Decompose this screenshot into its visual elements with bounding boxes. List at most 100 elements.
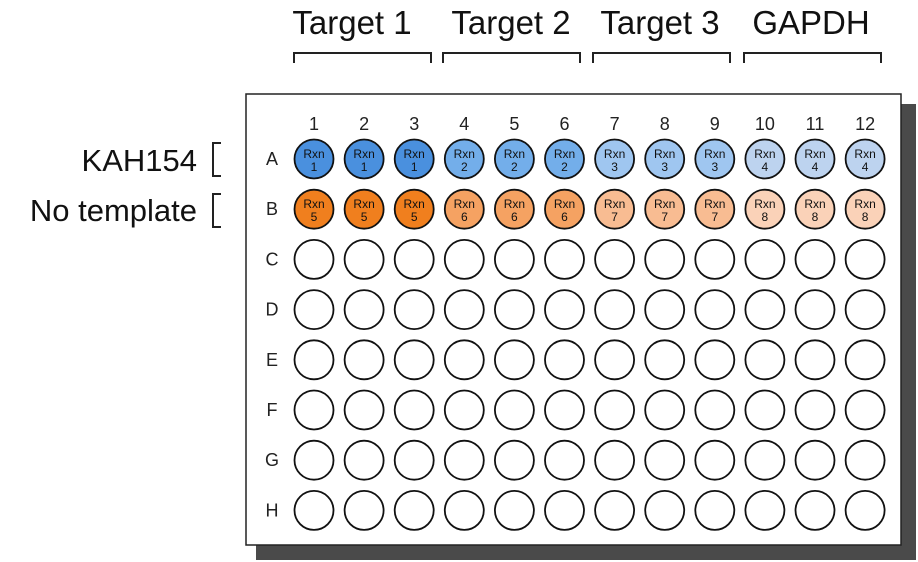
well-circle [343, 389, 385, 431]
well-rxn-label: Rxn [754, 147, 775, 161]
well-rxn-label: Rxn [504, 197, 525, 211]
column-label-1: 1 [309, 114, 319, 134]
well-D10 [744, 289, 786, 331]
well-D12 [844, 289, 886, 331]
well-rxn-label: Rxn [303, 147, 324, 161]
well-rxn-number: 1 [311, 160, 318, 174]
column-label-7: 7 [610, 114, 620, 134]
well-rxn-label: Rxn [654, 147, 675, 161]
well-circle [694, 188, 736, 230]
well-D9 [694, 289, 736, 331]
well-C3 [393, 238, 435, 280]
well-circle [844, 138, 886, 180]
well-rxn-label: Rxn [454, 147, 475, 161]
well-rxn-label: Rxn [604, 197, 625, 211]
target-bracket-4 [743, 52, 882, 63]
well-D6 [544, 289, 585, 331]
well-F5 [494, 389, 535, 431]
well-C5 [494, 238, 535, 280]
well-circle [343, 238, 385, 280]
well-rxn-label: Rxn [504, 147, 525, 161]
well-rxn-label: Rxn [353, 147, 374, 161]
well-H4 [443, 489, 485, 531]
well-E10 [744, 339, 786, 381]
well-G8 [644, 439, 686, 481]
well-D5 [494, 289, 535, 331]
column-label-10: 10 [755, 114, 775, 134]
well-rxn-label: Rxn [654, 197, 675, 211]
well-C11 [794, 238, 836, 280]
well-G5 [494, 439, 535, 481]
well-circle [794, 188, 836, 230]
well-circle [844, 489, 886, 531]
well-circle [694, 389, 736, 431]
well-circle [844, 389, 886, 431]
well-circle [343, 489, 385, 531]
well-E4 [443, 339, 485, 381]
well-rxn-label: Rxn [854, 197, 875, 211]
well-circle [694, 439, 736, 481]
well-H9 [694, 489, 736, 531]
well-H2 [343, 489, 385, 531]
row-label-C: C [266, 249, 279, 269]
well-circle [644, 188, 686, 230]
well-circle [694, 339, 736, 381]
well-circle [594, 389, 635, 431]
well-rxn-number: 7 [611, 210, 618, 224]
well-circle [343, 289, 385, 331]
column-label-8: 8 [660, 114, 670, 134]
well-circle [694, 489, 736, 531]
well-circle [744, 439, 786, 481]
well-E7 [594, 339, 635, 381]
well-E11 [794, 339, 836, 381]
well-G7 [594, 439, 635, 481]
well-C8 [644, 238, 686, 280]
well-rxn-number: 1 [361, 160, 368, 174]
well-rxn-label: Rxn [804, 147, 825, 161]
well-circle [844, 339, 886, 381]
row-label-H: H [266, 500, 279, 520]
row-label-A: A [266, 149, 278, 169]
column-label-9: 9 [710, 114, 720, 134]
well-E12 [844, 339, 886, 381]
well-circle [844, 289, 886, 331]
well-F12 [844, 389, 886, 431]
well-C10 [744, 238, 786, 280]
well-circle [293, 389, 335, 431]
well-rxn-number: 3 [661, 160, 668, 174]
sample-bracket-1 [212, 142, 221, 177]
well-circle [393, 238, 435, 280]
sample-label-kah154: KAH154 [82, 143, 197, 178]
well-circle [343, 188, 385, 230]
well-rxn-label: Rxn [604, 147, 625, 161]
target-bracket-2 [442, 52, 581, 63]
well-C9 [694, 238, 736, 280]
well-circle [293, 138, 335, 180]
well-E6 [544, 339, 585, 381]
well-D3 [393, 289, 435, 331]
well-rxn-label: Rxn [303, 197, 324, 211]
well-circle [744, 138, 786, 180]
well-rxn-number: 6 [511, 210, 518, 224]
well-circle [494, 439, 535, 481]
column-label-12: 12 [855, 114, 875, 134]
well-rxn-number: 4 [812, 160, 819, 174]
well-circle [443, 389, 485, 431]
well-H10 [744, 489, 786, 531]
well-circle [644, 289, 686, 331]
well-rxn-number: 2 [511, 160, 518, 174]
well-rxn-label: Rxn [554, 147, 575, 161]
well-circle [744, 489, 786, 531]
well-F4 [443, 389, 485, 431]
well-E9 [694, 339, 736, 381]
column-label-3: 3 [409, 114, 419, 134]
well-circle [644, 439, 686, 481]
well-D2 [343, 289, 385, 331]
well-G10 [744, 439, 786, 481]
